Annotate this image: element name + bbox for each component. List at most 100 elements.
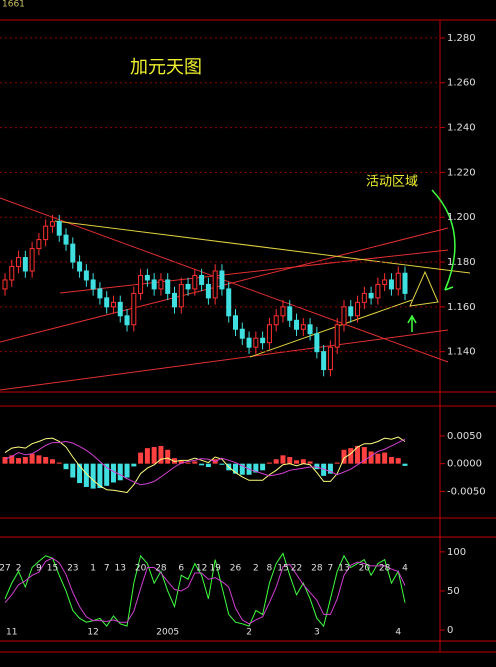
candle-body: [43, 225, 49, 241]
y-tick-label: 1.160: [447, 302, 476, 313]
month-label: 4: [395, 628, 401, 638]
candle-body: [56, 221, 62, 236]
candle-body: [388, 279, 394, 290]
annotation: 活动区域: [366, 175, 418, 190]
x-tick-label: 1: [90, 564, 96, 574]
candle-body: [199, 274, 205, 285]
x-tick-label: 2: [253, 564, 259, 574]
month-label: 11: [6, 628, 17, 638]
candle-body: [83, 270, 89, 281]
x-tick-label: 19: [209, 564, 221, 574]
y-tick-label: 1.140: [447, 347, 476, 358]
candle-body: [110, 301, 116, 308]
candle-body: [131, 292, 137, 326]
candle-body: [300, 324, 306, 330]
candle-body: [151, 279, 157, 290]
y-tick-label: 0.0050: [447, 431, 482, 442]
candle-body: [287, 306, 293, 321]
candle-body: [138, 274, 144, 294]
indicator-line: [4, 436, 406, 494]
indicator-line: [4, 557, 406, 625]
candle-body: [260, 337, 266, 344]
candle-body: [219, 270, 225, 290]
x-tick-label: 20: [359, 564, 371, 574]
candle-body: [97, 288, 103, 299]
candle-body: [63, 234, 69, 245]
candle-body: [29, 248, 35, 272]
candle-body: [90, 279, 96, 290]
candle-body: [294, 319, 300, 330]
candle-body: [117, 301, 123, 317]
x-tick-label: 15: [277, 564, 288, 574]
indicator-line: [4, 438, 406, 486]
candle-body: [16, 257, 22, 268]
frame: [0, 19, 496, 653]
candle-body: [124, 315, 130, 326]
y-tick-label: 1.200: [447, 212, 476, 223]
candle-body: [239, 328, 245, 339]
candle-body: [226, 288, 232, 317]
x-tick-label: 23: [67, 564, 78, 574]
month-label: 2: [246, 628, 252, 638]
candle-body: [341, 306, 347, 326]
candle-body: [382, 279, 388, 285]
y-tick-label: 1.220: [447, 167, 476, 178]
candle-body: [212, 270, 218, 299]
candle-body: [104, 297, 110, 308]
candle-body: [402, 272, 408, 294]
x-tick-label: 6: [178, 564, 184, 574]
x-tick-label: 2: [16, 564, 22, 574]
candle-body: [205, 283, 211, 299]
candle-body: [158, 279, 164, 290]
x-tick-label: 9: [36, 564, 42, 574]
candle-body: [77, 261, 83, 272]
y-tick-label: 0.0000: [447, 459, 482, 470]
candle-body: [9, 266, 15, 281]
x-tick-label: 15: [47, 564, 58, 574]
candle-body: [348, 306, 354, 317]
candle-body: [321, 351, 327, 371]
y-tick-label: 1.280: [447, 33, 476, 44]
candle-body: [70, 243, 76, 263]
candle-body: [375, 283, 381, 299]
x-tick-label: 13: [338, 564, 349, 574]
month-label: 3: [314, 628, 320, 638]
x-tick-label: 8: [267, 564, 273, 574]
x-tick-label: 13: [115, 564, 126, 574]
y-tick-label: 1.240: [447, 123, 476, 134]
x-tick-label: 26: [230, 564, 242, 574]
y-tick-label: -0.0050: [447, 486, 486, 497]
candle-body: [368, 292, 374, 299]
month-label: 12: [87, 628, 98, 638]
candle-body: [22, 257, 28, 272]
candle-body: [395, 272, 401, 290]
header: 1661: [2, 0, 25, 10]
candle-body: [192, 274, 198, 290]
candle-body: [253, 337, 259, 348]
candle-body: [2, 279, 8, 290]
arrows: [407, 189, 456, 332]
candle-body: [334, 324, 340, 348]
candle-body: [280, 306, 286, 317]
x-tick-label: 7: [104, 564, 110, 574]
y-tick-label: 50: [447, 586, 460, 597]
candle-body: [273, 315, 279, 326]
indicator-line: [4, 552, 406, 628]
x-tick-label: 12: [196, 564, 207, 574]
y-tick-label: 1.260: [447, 78, 476, 89]
candle-body: [144, 274, 150, 281]
y-tick-label: 1.180: [447, 257, 476, 268]
chart-title: 加元天图: [130, 57, 202, 78]
x-tick-label: 28: [311, 564, 323, 574]
candle-body: [246, 337, 252, 348]
x-tick-label: 27: [0, 564, 11, 574]
x-tick-label: 28: [379, 564, 391, 574]
candle-body: [355, 301, 361, 317]
month-label: 2005: [156, 628, 179, 638]
candle-body: [266, 324, 272, 344]
candle-body: [327, 346, 333, 371]
candle-body: [314, 333, 320, 353]
candle-body: [49, 221, 55, 227]
